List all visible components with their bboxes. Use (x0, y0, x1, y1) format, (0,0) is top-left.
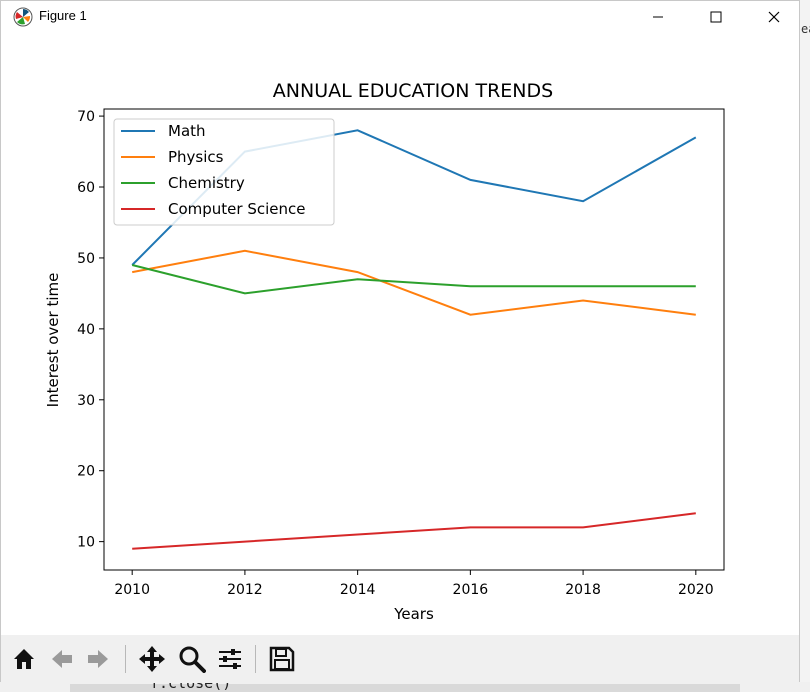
zoom-icon (179, 646, 206, 673)
y-tick-label: 30 (77, 393, 95, 409)
y-tick-label: 50 (77, 251, 95, 267)
maximize-button[interactable] (687, 1, 745, 33)
forward-icon (88, 650, 108, 668)
back-button[interactable] (45, 642, 79, 676)
x-axis-ticks: 2010 2012 2014 2016 2018 2020 (114, 570, 714, 598)
close-icon (768, 11, 780, 23)
y-tick-label: 60 (77, 180, 95, 196)
configure-subplots-button[interactable] (213, 642, 247, 676)
axes-frame (103, 108, 725, 571)
title-bar[interactable]: Figure 1 (1, 1, 799, 33)
figure-canvas[interactable]: ANNUAL EDUCATION TRENDS 2010 2012 2014 2016… (1, 35, 799, 635)
background-edge-text: ea (801, 22, 810, 36)
legend-label: Computer Science (168, 200, 305, 218)
save-icon (269, 646, 295, 672)
y-tick-label: 70 (77, 109, 95, 125)
pan-icon (139, 646, 165, 672)
home-button[interactable] (7, 642, 41, 676)
x-tick-label: 2010 (114, 582, 150, 598)
y-axis-ticks: 10 20 30 40 50 60 70 (77, 109, 104, 551)
y-tick-label: 20 (77, 464, 95, 480)
figure-window: Figure 1 ANNUAL EDUCATION TRENDS 2010 201… (0, 0, 800, 683)
close-button[interactable] (745, 1, 803, 33)
chart-title: ANNUAL EDUCATION TRENDS (273, 80, 553, 102)
x-tick-label: 2012 (227, 582, 263, 598)
line-chart: ANNUAL EDUCATION TRENDS 2010 2012 2014 2016… (44, 80, 725, 623)
forward-button[interactable] (81, 642, 115, 676)
legend-label: Chemistry (168, 174, 245, 192)
x-axis-label: Years (393, 605, 434, 623)
toolbar-separator (125, 645, 126, 673)
minimize-icon (653, 16, 663, 18)
y-tick-label: 10 (77, 535, 95, 551)
series-line-physics (132, 249, 696, 316)
background-editor-strip (70, 684, 740, 692)
y-tick-label: 40 (77, 322, 95, 338)
zoom-button[interactable] (175, 642, 209, 676)
background-window-edge (798, 0, 810, 692)
maximize-icon (710, 11, 722, 23)
save-button[interactable] (265, 642, 299, 676)
window-title: Figure 1 (39, 8, 87, 23)
configure-subplots-icon (219, 649, 241, 669)
x-tick-label: 2014 (340, 582, 376, 598)
y-axis-label: Interest over time (44, 273, 62, 408)
minimize-button[interactable] (629, 1, 687, 33)
home-icon (14, 649, 34, 669)
matplotlib-logo-icon (13, 7, 33, 27)
pan-button[interactable] (135, 642, 169, 676)
toolbar-separator (255, 645, 256, 673)
back-icon (52, 650, 72, 668)
legend: Math Physics Chemistry Computer Science (113, 118, 335, 226)
series-line-computer-science (132, 512, 696, 550)
series-lines (131, 129, 697, 550)
x-tick-label: 2016 (453, 582, 489, 598)
x-tick-label: 2020 (678, 582, 714, 598)
x-tick-label: 2018 (565, 582, 601, 598)
navigation-toolbar (1, 635, 799, 683)
series-line-chemistry (131, 264, 696, 295)
legend-label: Math (168, 122, 206, 140)
legend-label: Physics (168, 148, 224, 166)
legend-box (113, 118, 335, 226)
